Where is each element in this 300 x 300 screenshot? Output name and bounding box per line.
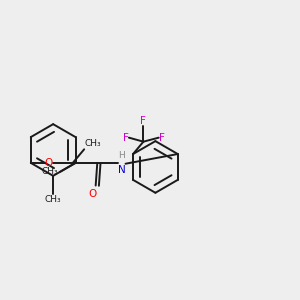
- Text: O: O: [44, 158, 53, 168]
- Text: CH₃: CH₃: [85, 139, 102, 148]
- Text: F: F: [140, 116, 146, 126]
- Text: N: N: [118, 164, 125, 175]
- Text: H: H: [118, 151, 125, 160]
- Text: CH₃: CH₃: [45, 195, 61, 204]
- Text: CH₃: CH₃: [41, 167, 58, 176]
- Text: F: F: [123, 133, 129, 142]
- Text: F: F: [159, 133, 165, 142]
- Text: O: O: [88, 189, 97, 199]
